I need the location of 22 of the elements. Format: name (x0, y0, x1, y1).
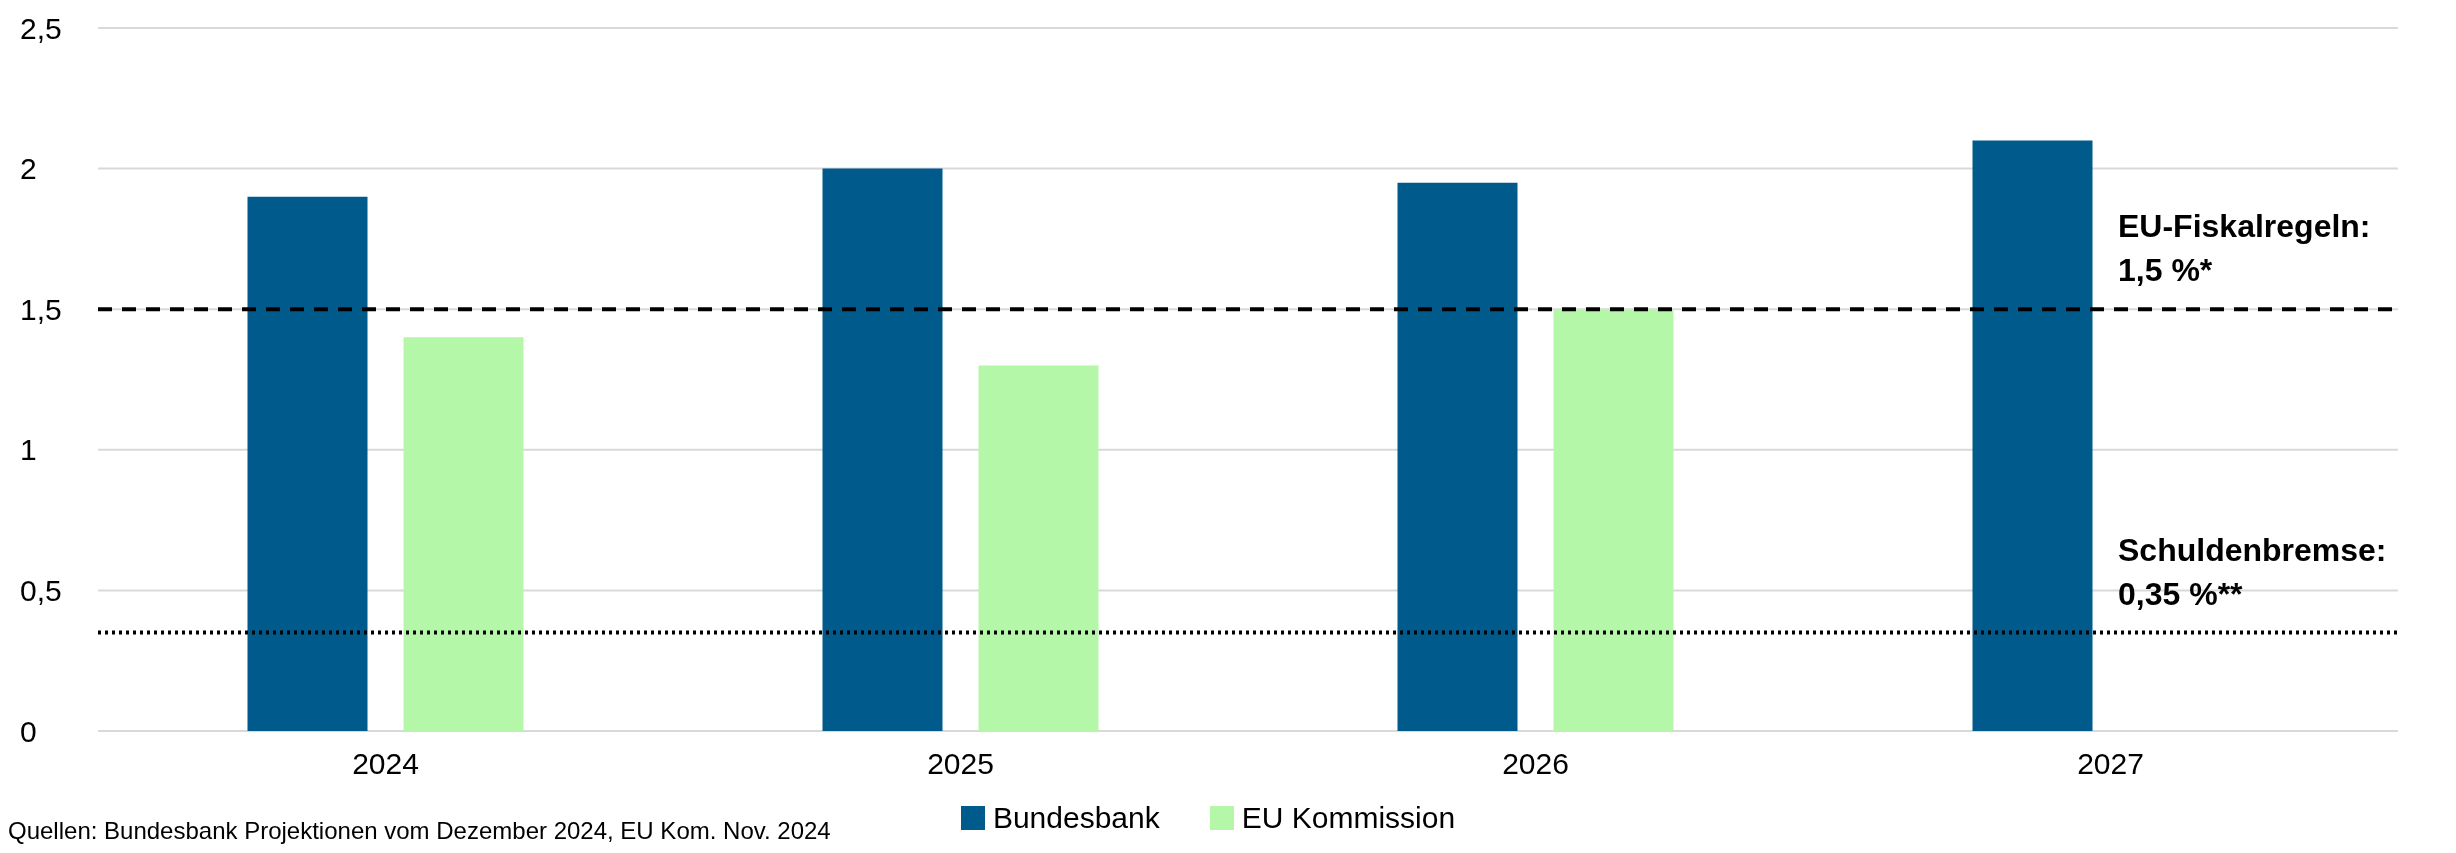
bar (822, 168, 943, 731)
legend-label: Bundesbank (992, 801, 1160, 835)
legend-label: EU Kommission (1241, 801, 1456, 835)
y-tick-label: 1 (20, 433, 37, 467)
y-tick-label: 0,5 (20, 574, 62, 608)
bar (1972, 140, 2093, 731)
source-note: Quellen: Bundesbank Projektionen vom Dezember 2024, EU Kom. Nov. 2024 (8, 817, 831, 845)
bar (1397, 182, 1518, 731)
x-tick-label: 2024 (352, 747, 419, 781)
x-tick-label: 2025 (927, 747, 994, 781)
x-tick-label: 2027 (2077, 747, 2144, 781)
bar (1553, 309, 1674, 731)
bar (978, 365, 1099, 731)
y-tick-label: 0 (20, 714, 37, 748)
x-tick-label: 2026 (1502, 747, 1569, 781)
y-tick-label: 2,5 (20, 11, 62, 45)
ref-line-label: EU-Fiskalregeln: 1,5 %* (2118, 208, 2371, 289)
bar (403, 337, 524, 731)
ref-line-label: Schuldenbremse: 0,35 %** (2118, 531, 2387, 612)
y-tick-label: 1,5 (20, 292, 62, 326)
y-tick-label: 2 (20, 152, 37, 186)
bar (247, 196, 368, 731)
